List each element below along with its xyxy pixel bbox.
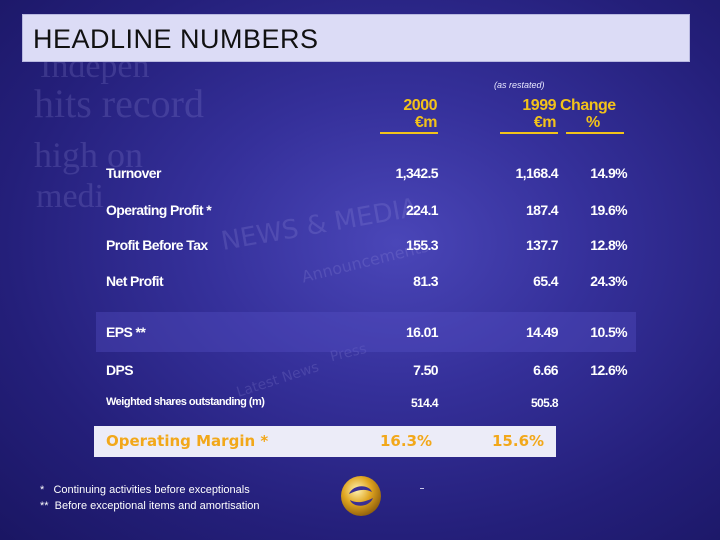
operating-margin-2000: 16.3% (380, 432, 433, 450)
value-1999: 137.7 (525, 237, 559, 253)
footnote-continuing: * Continuing activities before exception… (40, 484, 250, 496)
row-label: Turnover (106, 165, 161, 181)
title-bar: HEADLINE NUMBERS (22, 14, 690, 62)
operating-margin-label: Operating Margin * (106, 432, 269, 450)
value-2000: 1,342.5 (395, 165, 438, 181)
value-2000: 7.50 (413, 362, 438, 378)
header-divider-2000 (380, 132, 438, 134)
value-2000: 81.3 (413, 273, 438, 289)
value-1999: 6.66 (533, 362, 558, 378)
value-1999: 1,168.4 (515, 165, 558, 181)
value-2000: 514.4 (410, 396, 439, 410)
value-change: 24.3% (590, 273, 627, 289)
value-1999: 187.4 (525, 202, 559, 218)
value-2000: 224.1 (405, 202, 439, 218)
value-change: 10.5% (590, 324, 627, 340)
footnote-exceptional: ** Before exceptional items and amortisa… (40, 500, 260, 512)
page-title: HEADLINE NUMBERS (33, 24, 319, 54)
value-change: 14.9% (590, 165, 627, 181)
value-change: 19.6% (590, 202, 627, 218)
operating-margin-box: Operating Margin * 16.3% 15.6% (94, 426, 556, 457)
col-2000-year: 2000 (403, 97, 437, 114)
restated-note: (as restated) (494, 80, 545, 90)
value-change: 12.6% (590, 362, 627, 378)
value-1999: 14.49 (525, 324, 559, 340)
row-label: Net Profit (106, 273, 164, 289)
value-1999: 505.8 (530, 396, 559, 410)
row-label: EPS ** (106, 324, 146, 340)
value-2000: 16.01 (405, 324, 439, 340)
col-change-unit: % (586, 114, 600, 131)
row-label: Operating Profit * (106, 202, 212, 218)
row-label: DPS (106, 362, 134, 378)
value-change: 12.8% (590, 237, 627, 253)
row-label: Profit Before Tax (106, 237, 208, 253)
col-1999-unit: €m (533, 114, 557, 131)
bg-word: hits record (34, 81, 204, 126)
col-change-label: Change (560, 97, 616, 114)
separator-mark (420, 488, 424, 489)
eps-highlight-band (96, 312, 636, 352)
value-1999: 65.4 (533, 273, 558, 289)
bg-word: Latest News (234, 359, 321, 401)
value-2000: 155.3 (405, 237, 439, 253)
row-label: Weighted shares outstanding (m) (106, 396, 265, 408)
col-2000-unit: €m (414, 114, 438, 131)
col-1999-year: 1999 (522, 97, 556, 114)
bg-word: medi (36, 178, 104, 215)
gold-swirl-logo-icon (341, 476, 381, 516)
operating-margin-1999: 15.6% (492, 432, 545, 450)
header-divider-change (566, 132, 624, 134)
header-divider-1999 (500, 132, 558, 134)
